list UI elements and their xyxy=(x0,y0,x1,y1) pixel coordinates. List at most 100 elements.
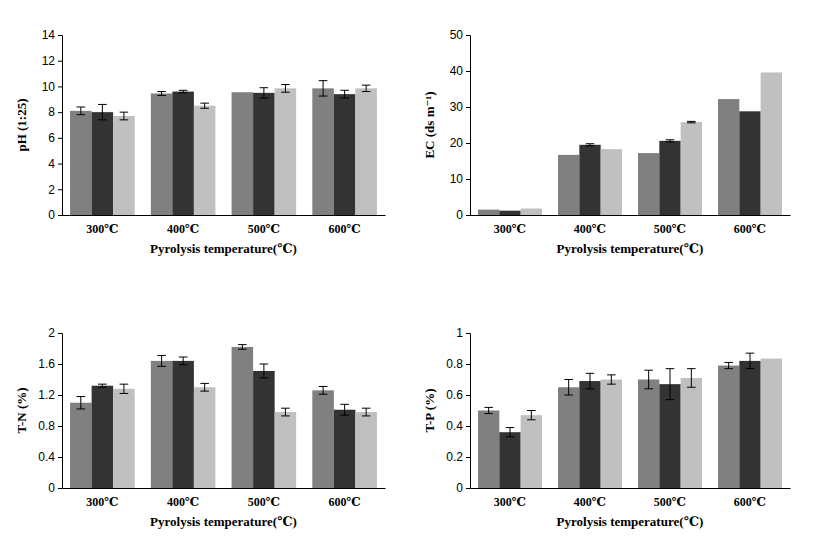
tick-label: 2 xyxy=(48,183,55,197)
tick-label: 0.8 xyxy=(446,357,463,371)
tick: 500℃ xyxy=(654,488,686,509)
tick-mark xyxy=(466,71,470,72)
panel: 02468101214300℃400℃500℃600℃Pyrolysis tem… xyxy=(14,28,386,256)
bar xyxy=(579,145,600,215)
tick-mark xyxy=(466,179,470,180)
error-bar xyxy=(666,140,675,142)
tick-label: 400℃ xyxy=(167,495,199,509)
tick: 400℃ xyxy=(574,488,606,509)
bar-series xyxy=(92,357,356,488)
tick-label: 30 xyxy=(450,100,464,114)
error-cap xyxy=(666,139,675,140)
error-bar xyxy=(484,407,493,413)
error-cap xyxy=(281,408,290,409)
error-line xyxy=(242,345,243,350)
tick: 50 xyxy=(450,28,470,42)
error-line xyxy=(80,397,81,409)
bar-series xyxy=(499,111,760,215)
bar xyxy=(739,111,760,215)
tick-label: 20 xyxy=(450,136,464,150)
error-cap xyxy=(687,368,696,369)
axis-line xyxy=(58,36,63,216)
tick: 500℃ xyxy=(248,215,280,236)
error-cap xyxy=(319,96,328,97)
bar xyxy=(579,381,600,488)
y-axis-title: T-N (%) xyxy=(14,387,29,433)
y-axis: 00.40.81.21.62 xyxy=(38,326,62,495)
error-bar xyxy=(666,369,675,400)
tick-label: 50 xyxy=(450,28,464,42)
error-bar xyxy=(687,121,696,122)
error-bar xyxy=(77,397,86,409)
error-bar xyxy=(77,107,86,115)
error-bar xyxy=(179,90,188,93)
error-cap xyxy=(200,391,209,392)
bar xyxy=(312,88,334,215)
tick-mark xyxy=(58,86,62,87)
bar xyxy=(659,141,680,215)
error-cap xyxy=(319,394,328,395)
tick-label: 1.6 xyxy=(38,357,55,371)
tick: 500℃ xyxy=(654,215,686,236)
x-axis-title: Pyrolysis temperature(℃) xyxy=(150,241,297,256)
error-cap xyxy=(607,374,616,375)
bar-series xyxy=(70,345,334,488)
axis-line xyxy=(471,215,791,216)
error-cap xyxy=(120,112,129,113)
bar xyxy=(92,112,114,215)
error-bar xyxy=(281,85,290,93)
bar-series xyxy=(499,353,760,488)
tick: 500℃ xyxy=(248,488,280,509)
error-cap xyxy=(120,384,129,385)
bar xyxy=(478,411,499,489)
error-cap xyxy=(281,84,290,85)
error-cap xyxy=(98,104,107,105)
error-bar xyxy=(200,103,209,108)
tick-mark xyxy=(58,395,62,396)
bar xyxy=(761,72,782,215)
y-axis-title: T-P (%) xyxy=(422,389,437,433)
tick: 10 xyxy=(42,80,62,94)
error-cap xyxy=(77,114,86,115)
error-cap xyxy=(157,366,166,367)
tick-label: 300℃ xyxy=(494,495,526,509)
bar xyxy=(659,384,680,488)
tick-label: 0 xyxy=(456,481,463,495)
error-cap xyxy=(179,92,188,93)
tick-label: 300℃ xyxy=(86,222,118,236)
tick-label: 0 xyxy=(456,208,463,222)
error-cap xyxy=(200,103,209,104)
bar xyxy=(681,378,702,488)
tick: 6 xyxy=(48,131,62,145)
error-bar xyxy=(200,383,209,391)
tick-label: 400℃ xyxy=(574,495,606,509)
tick-label: 14 xyxy=(42,28,56,42)
error-cap xyxy=(746,353,755,354)
error-line xyxy=(728,362,729,368)
bar xyxy=(638,153,659,215)
tick-mark xyxy=(58,215,62,216)
error-bar xyxy=(340,90,349,98)
bar-series xyxy=(478,99,739,215)
tick-label: 500℃ xyxy=(248,222,280,236)
tick: 0 xyxy=(456,208,470,222)
error-line xyxy=(80,107,81,115)
error-bar xyxy=(687,369,696,388)
tick-label: 0.4 xyxy=(38,450,55,464)
tick-label: 600℃ xyxy=(734,222,766,236)
error-line xyxy=(691,369,692,388)
error-cap xyxy=(120,393,129,394)
error-cap xyxy=(724,362,733,363)
error-bar xyxy=(260,88,269,98)
tick-mark xyxy=(58,61,62,62)
tick-mark xyxy=(58,164,62,165)
bar xyxy=(718,99,739,215)
axis-line xyxy=(471,488,791,489)
tick-mark xyxy=(58,35,62,36)
error-cap xyxy=(157,91,166,92)
error-cap xyxy=(586,388,595,389)
x-axis: 300℃400℃500℃600℃ xyxy=(63,488,386,509)
tick: 400℃ xyxy=(574,215,606,236)
panel: 01020304050300℃400℃500℃600℃Pyrolysis tem… xyxy=(422,28,791,256)
bar xyxy=(194,387,216,488)
